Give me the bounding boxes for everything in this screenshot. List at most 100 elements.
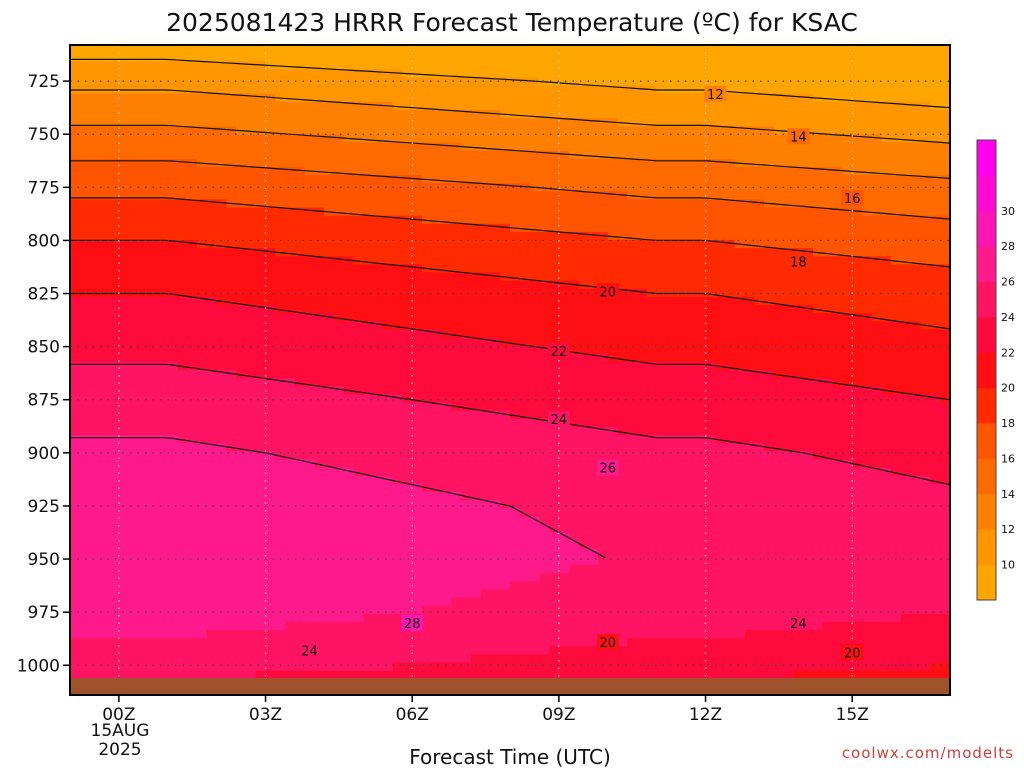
field-cell: [285, 313, 296, 322]
field-cell: [255, 556, 267, 566]
field-cell: [480, 370, 492, 379]
field-cell: [216, 548, 228, 558]
field-cell: [226, 524, 237, 534]
field-cell: [216, 191, 228, 200]
field-cell: [314, 565, 325, 574]
field-cell: [275, 597, 286, 607]
field-cell: [226, 183, 237, 192]
field-cell: [167, 370, 179, 379]
field-cell: [353, 516, 364, 525]
field-cell: [519, 638, 531, 647]
field-cell: [158, 126, 169, 135]
field-cell: [598, 191, 609, 200]
field-cell: [558, 361, 570, 371]
field-cell: [588, 556, 599, 566]
field-cell: [334, 142, 345, 152]
field-cell: [206, 540, 218, 550]
field-cell: [246, 248, 257, 257]
field-cell: [470, 597, 482, 607]
field-cell: [510, 508, 521, 517]
field-cell: [158, 223, 169, 233]
field-cell: [539, 313, 550, 322]
field-cell: [646, 630, 658, 639]
field-cell: [236, 646, 247, 655]
field-cell: [216, 93, 228, 103]
field-cell: [128, 394, 140, 404]
field-cell: [128, 410, 140, 420]
field-cell: [236, 491, 247, 501]
field-cell: [441, 85, 452, 95]
field-cell: [490, 296, 501, 306]
field-cell: [568, 296, 580, 306]
field-cell: [607, 378, 619, 387]
field-cell: [255, 93, 267, 103]
field-cell: [177, 662, 188, 672]
field-cell: [480, 305, 492, 314]
field-cell: [255, 199, 267, 209]
field-cell: [617, 329, 628, 339]
field-cell: [500, 142, 511, 152]
field-cell: [646, 256, 658, 265]
field-cell: [265, 256, 276, 265]
field-cell: [519, 605, 531, 615]
field-cell: [568, 329, 580, 339]
field-cell: [89, 467, 100, 477]
field-cell: [402, 516, 413, 525]
field-cell: [167, 491, 179, 501]
field-cell: [607, 142, 619, 152]
field-cell: [500, 524, 511, 534]
field-cell: [206, 475, 218, 485]
field-cell: [324, 597, 335, 607]
field-cell: [109, 191, 120, 200]
field-cell: [539, 240, 550, 249]
field-cell: [353, 85, 364, 95]
field-cell: [412, 150, 423, 160]
field-cell: [334, 516, 345, 525]
field-cell: [148, 370, 159, 379]
field-cell: [353, 418, 364, 428]
field-cell: [216, 329, 228, 339]
field-cell: [353, 248, 364, 257]
field-cell: [529, 118, 540, 127]
field-cell: [343, 272, 355, 282]
field-cell: [246, 329, 257, 339]
field-cell: [226, 378, 237, 387]
field-cell: [607, 256, 619, 265]
field-cell: [519, 516, 531, 525]
field-cell: [89, 191, 100, 200]
field-cell: [206, 150, 218, 160]
field-cell: [568, 556, 580, 566]
field-cell: [343, 110, 355, 119]
field-cell: [128, 305, 140, 314]
field-cell: [70, 451, 81, 460]
field-cell: [70, 61, 81, 70]
field-cell: [578, 556, 589, 566]
field-cell: [470, 378, 482, 387]
field-cell: [314, 142, 325, 152]
field-cell: [676, 199, 687, 209]
field-cell: [177, 459, 188, 469]
field-cell: [79, 77, 91, 87]
field-cell: [138, 654, 149, 664]
field-cell: [99, 337, 110, 347]
field-cell: [167, 126, 179, 135]
field-cell: [324, 378, 335, 387]
field-cell: [646, 101, 658, 111]
field-cell: [470, 142, 482, 152]
field-cell: [353, 467, 364, 477]
field-cell: [656, 45, 668, 54]
field-cell: [187, 426, 198, 436]
field-cell: [294, 110, 306, 119]
field-cell: [558, 61, 570, 70]
field-cell: [558, 386, 570, 395]
field-cell: [158, 231, 169, 241]
field-cell: [646, 386, 658, 395]
field-cell: [578, 540, 589, 550]
field-cell: [666, 191, 677, 200]
field-cell: [539, 361, 550, 371]
field-cell: [304, 556, 316, 566]
field-cell: [441, 305, 452, 314]
field-cell: [402, 61, 413, 70]
field-cell: [294, 565, 306, 574]
field-cell: [666, 175, 677, 184]
